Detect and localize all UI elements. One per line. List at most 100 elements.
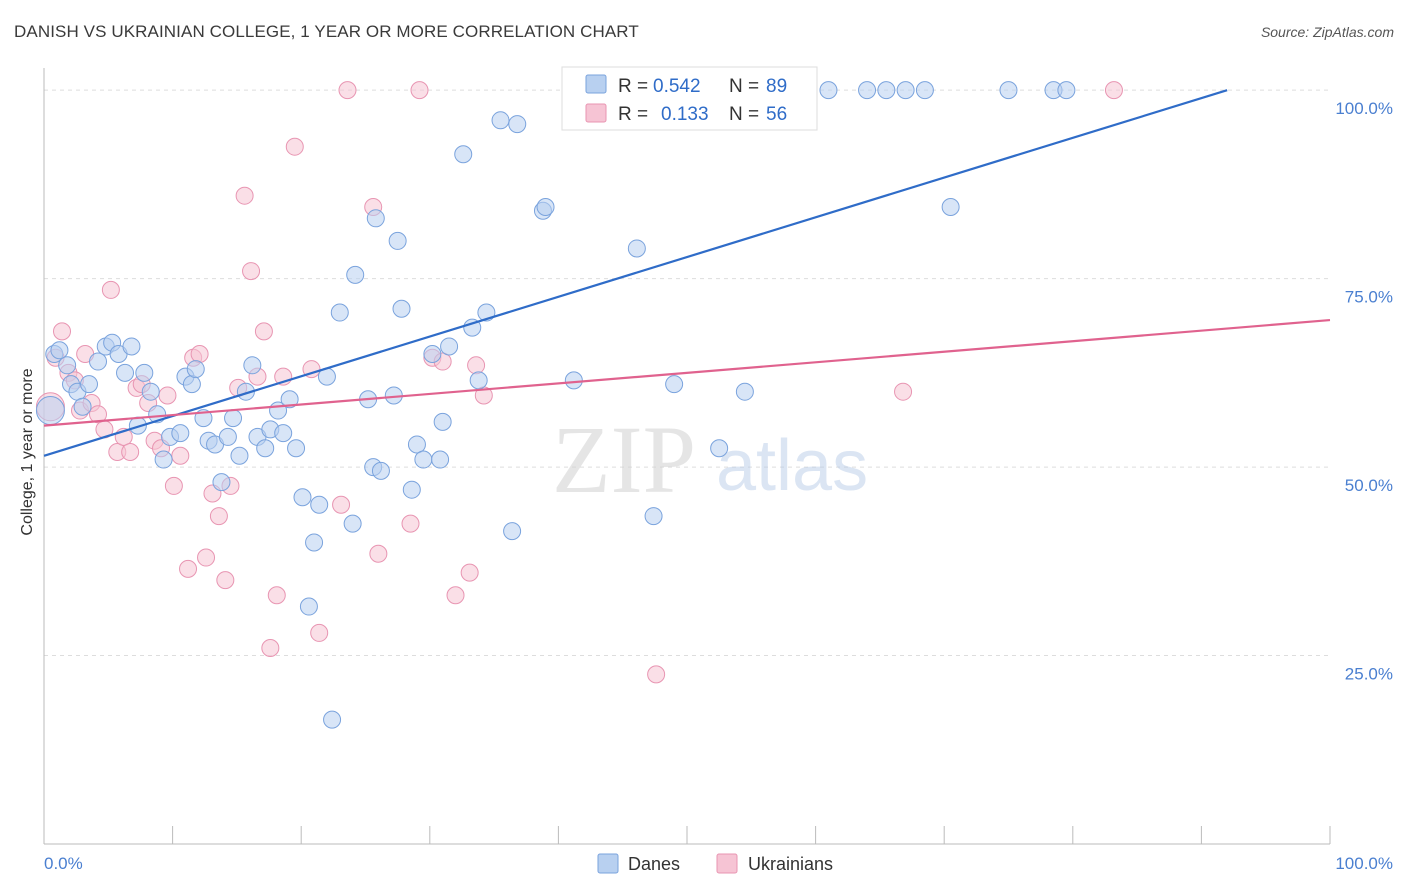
point-danes-13	[122, 337, 141, 356]
point-danes-16	[141, 382, 160, 401]
point-danes-55	[392, 299, 411, 318]
point-danes-46	[330, 303, 349, 322]
point-danes-29	[224, 409, 243, 428]
point-ukrainians-2	[53, 322, 72, 341]
bottom-legend: Danes Ukrainians	[597, 853, 833, 874]
legend-r-value-danes: 0.542	[653, 76, 701, 97]
point-ukrainians-21	[171, 446, 190, 465]
point-ukrainians-45	[401, 514, 420, 533]
point-danes-32	[243, 356, 262, 375]
point-ukrainians-31	[235, 186, 254, 205]
point-danes-77	[665, 375, 684, 394]
point-ukrainians-35	[261, 639, 280, 657]
point-danes-54	[388, 231, 407, 250]
x-tick-label-1: 100.0%	[1335, 854, 1393, 873]
point-danes-82	[877, 81, 896, 100]
y-tick-label-2: 75.0%	[1345, 288, 1393, 307]
point-danes-8	[89, 352, 108, 371]
point-danes-12	[116, 363, 135, 382]
point-ukrainians-22	[179, 559, 198, 578]
legend-n-label-danes: N =	[729, 76, 759, 97]
point-danes-52	[371, 461, 390, 480]
y-tick-label-1: 50.0%	[1345, 476, 1393, 495]
point-ukrainians-54	[894, 382, 913, 401]
point-danes-41	[299, 597, 318, 616]
point-danes-61	[433, 412, 452, 431]
point-danes-28	[218, 427, 237, 446]
point-danes-62	[440, 337, 459, 356]
point-ukrainians-32	[242, 262, 261, 281]
point-ukrainians-13	[121, 443, 140, 461]
series-danes-points	[35, 81, 1076, 729]
point-danes-57	[407, 435, 426, 454]
watermark-zip: ZIP	[552, 406, 696, 513]
point-ukrainians-19	[158, 386, 177, 405]
point-ukrainians-8	[89, 405, 108, 424]
point-ukrainians-25	[197, 548, 216, 567]
point-danes-37	[274, 424, 293, 443]
point-danes-27	[212, 473, 231, 492]
point-danes-47	[343, 514, 362, 533]
point-danes-64	[463, 318, 482, 337]
legend-n-value-danes: 89	[766, 76, 787, 97]
axes	[43, 68, 1331, 845]
point-danes-42	[305, 533, 324, 552]
chart-title: DANISH VS UKRAINIAN COLLEGE, 1 YEAR OR M…	[14, 22, 639, 41]
point-danes-69	[508, 115, 527, 134]
trend-lines	[43, 89, 1331, 457]
point-danes-56	[402, 480, 421, 499]
legend-r-label-ukrainians: R =	[618, 104, 648, 125]
point-danes-18	[154, 450, 173, 469]
point-ukrainians-41	[332, 495, 351, 514]
trend-line-ukrainians	[43, 318, 1331, 427]
point-danes-23	[186, 360, 205, 379]
trend-line-danes	[43, 89, 1228, 457]
y-tick-label-0: 25.0%	[1345, 665, 1393, 684]
point-ukrainians-34	[254, 322, 273, 341]
point-danes-59	[423, 345, 442, 363]
bottom-legend-swatch-ukrainians	[716, 853, 738, 874]
legend-n-label-ukrainians: N =	[729, 104, 759, 125]
point-danes-34	[256, 439, 275, 458]
point-danes-81	[858, 81, 877, 100]
point-danes-78	[710, 439, 729, 458]
point-danes-84	[915, 81, 934, 100]
point-ukrainians-49	[446, 586, 465, 605]
point-ukrainians-36	[267, 586, 286, 605]
point-danes-68	[503, 522, 522, 541]
point-danes-65	[469, 371, 488, 390]
point-danes-3	[58, 356, 77, 375]
point-danes-20	[171, 424, 190, 443]
point-danes-22	[182, 375, 201, 394]
legend-swatch-danes	[585, 74, 607, 94]
bottom-legend-swatch-danes	[597, 853, 619, 874]
point-ukrainians-27	[209, 507, 228, 526]
point-danes-75	[627, 239, 646, 258]
point-ukrainians-46	[410, 81, 429, 100]
point-danes-15	[135, 363, 154, 382]
point-danes-30	[230, 446, 249, 465]
legend-n-value-ukrainians: 56	[766, 104, 787, 125]
point-danes-39	[287, 439, 306, 458]
point-danes-83	[896, 81, 915, 100]
point-ukrainians-55	[1104, 81, 1123, 100]
point-danes-71	[536, 198, 555, 216]
point-danes-38	[280, 390, 299, 409]
point-danes-72	[564, 371, 583, 390]
point-ukrainians-10	[101, 280, 120, 299]
point-danes-76	[644, 507, 663, 526]
watermark-atlas: atlas	[716, 426, 868, 506]
bottom-legend-label-danes: Danes	[628, 854, 680, 874]
point-ukrainians-38	[285, 137, 304, 156]
point-ukrainians-53	[647, 665, 666, 684]
point-danes-58	[414, 450, 433, 469]
point-ukrainians-50	[460, 563, 479, 582]
point-danes-86	[999, 81, 1018, 100]
point-danes-63	[454, 145, 473, 164]
legend-r-value-ukrainians: 0.133	[661, 104, 709, 125]
x-tick-label-0: 0.0%	[44, 854, 83, 873]
y-axis-label: College, 1 year or more	[19, 368, 36, 535]
point-danes-79	[735, 382, 754, 401]
point-danes-45	[323, 710, 342, 729]
point-danes-85	[941, 198, 960, 216]
